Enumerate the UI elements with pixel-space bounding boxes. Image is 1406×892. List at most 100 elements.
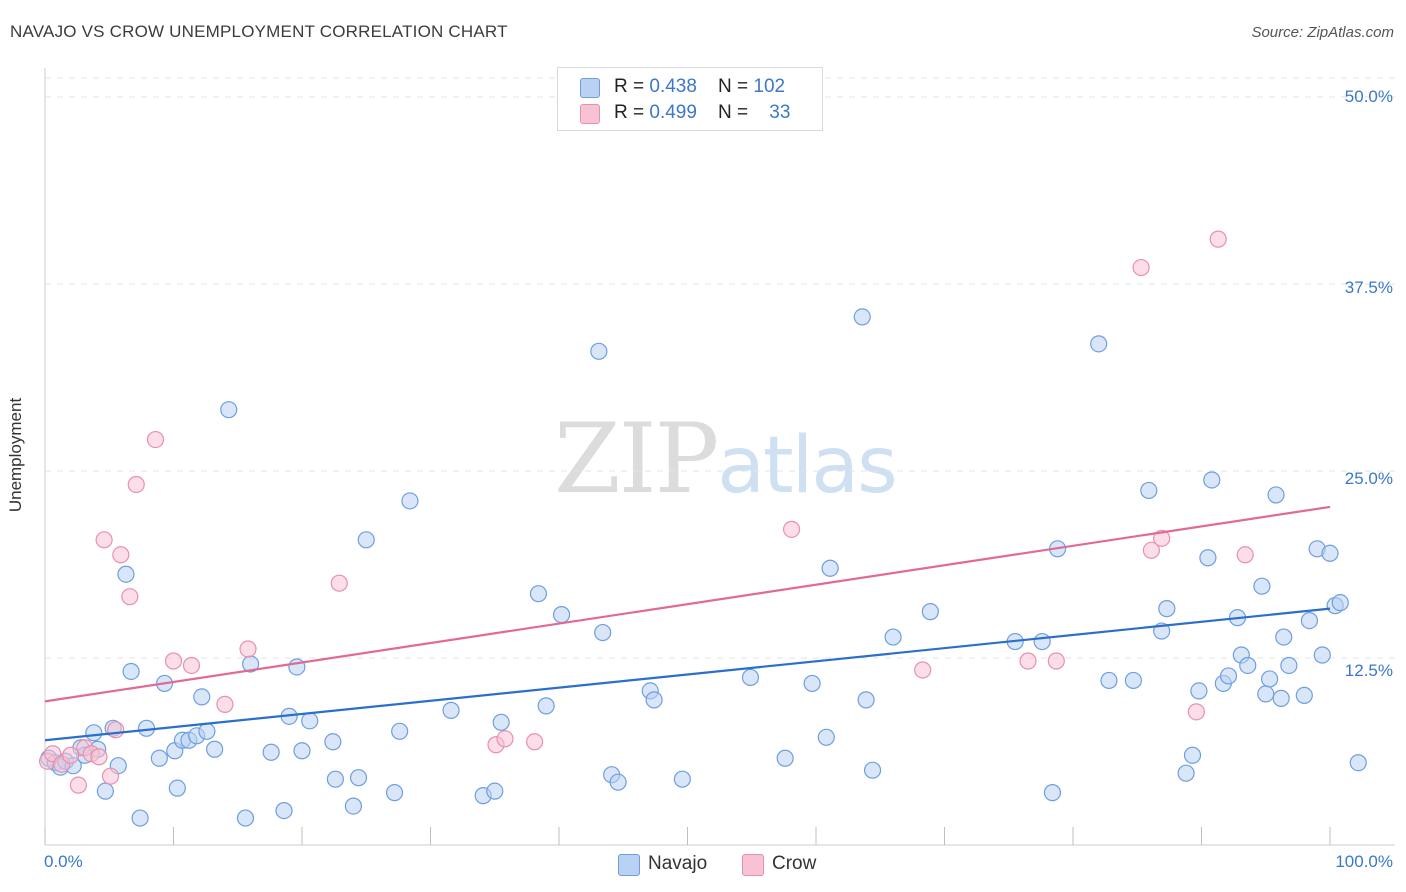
- navajo-point-49: [552, 606, 571, 624]
- series-legend: Navajo Crow: [0, 852, 1406, 878]
- navajo-point-56: [673, 770, 691, 788]
- navajo-point-97: [1321, 544, 1339, 562]
- correlation-legend: R = 0.438 N = 102 R = 0.499 N = 33: [557, 67, 823, 131]
- navajo-point-89: [1261, 670, 1279, 688]
- crow-point-22: [525, 733, 544, 751]
- crow-point-25: [1019, 652, 1037, 670]
- navajo-point-92: [1280, 656, 1298, 675]
- navajo-point-91: [1275, 628, 1293, 646]
- crow-point-17: [216, 695, 234, 713]
- navajo-point-27: [236, 809, 255, 827]
- navajo-point-14: [131, 809, 149, 827]
- navajo-point-34: [301, 712, 319, 730]
- navajo-point-94: [1300, 611, 1319, 630]
- navajo-point-30: [275, 801, 293, 820]
- crow-trend-line: [44, 505, 1331, 703]
- navajo-point-64: [863, 761, 882, 779]
- crow-point-32: [1236, 546, 1254, 564]
- navajo-n-label: N =: [718, 76, 754, 97]
- crow-point-24: [914, 661, 932, 679]
- navajo-point-58: [776, 749, 794, 767]
- navajo-point-45: [486, 782, 504, 800]
- navajo-point-16: [150, 749, 168, 767]
- crow-point-18: [239, 640, 257, 658]
- navajo-point-24: [198, 722, 216, 740]
- navajo-point-62: [853, 308, 871, 326]
- crow-point-3: [62, 746, 80, 764]
- watermark-atlas: atlas: [717, 421, 897, 511]
- crow-r-value: 0.499: [649, 102, 697, 123]
- navajo-point-55: [645, 691, 663, 709]
- crow-n-label: N =: [718, 102, 754, 123]
- navajo-point-47: [529, 585, 548, 603]
- navajo-point-99: [1331, 594, 1349, 612]
- navajo-point-93: [1295, 686, 1313, 705]
- navajo-point-80: [1199, 549, 1217, 567]
- navajo-point-26: [220, 401, 238, 419]
- navajo-point-43: [442, 701, 460, 719]
- crow-point-29: [1153, 529, 1171, 547]
- navajo-point-59: [803, 674, 821, 693]
- source-label: Source: ZipAtlas.com: [1251, 24, 1394, 41]
- crow-point-26: [1047, 652, 1065, 670]
- crow-r-label: R =: [614, 102, 650, 123]
- crow-point-21: [496, 730, 514, 748]
- navajo-r-value: 0.438: [649, 76, 697, 97]
- navajo-point-9: [96, 782, 114, 800]
- navajo-point-74: [1140, 481, 1158, 500]
- navajo-point-33: [293, 742, 311, 760]
- crow-point-4: [69, 776, 88, 794]
- navajo-swatch: [580, 78, 600, 98]
- navajo-point-19: [168, 779, 186, 797]
- navajo-point-51: [594, 623, 612, 642]
- navajo-point-72: [1100, 671, 1118, 690]
- crow-swatch: [580, 104, 600, 124]
- crow-n-value: 33: [769, 102, 791, 123]
- navajo-point-23: [193, 688, 211, 706]
- navajo-point-35: [324, 733, 342, 751]
- watermark-logo: ZIPatlas: [554, 403, 898, 515]
- y-tick-label-25: 25.0%: [1344, 469, 1393, 488]
- navajo-point-101: [1349, 754, 1367, 772]
- navajo-r-label: R =: [614, 76, 650, 97]
- navajo-point-81: [1203, 471, 1221, 489]
- crow-point-9: [101, 767, 120, 785]
- navajo-point-29: [262, 743, 280, 761]
- navajo-point-40: [385, 784, 404, 802]
- crow-point-30: [1187, 703, 1205, 721]
- chart-title: NAVAJO VS CROW UNEMPLOYMENT CORRELATION …: [10, 22, 508, 41]
- navajo-point-86: [1239, 656, 1257, 675]
- navajo-point-61: [821, 559, 839, 577]
- y-tick-label-50: 50.0%: [1344, 87, 1393, 106]
- crow-point-16: [182, 656, 201, 675]
- crow-point-15: [164, 652, 183, 670]
- navajo-point-73: [1124, 671, 1142, 690]
- crow-point-31: [1209, 230, 1227, 248]
- crow-point-11: [112, 546, 130, 564]
- crow-point-14: [146, 430, 165, 449]
- navajo-point-65: [884, 628, 902, 646]
- y-axis-label: Unemployment: [6, 397, 25, 513]
- navajo-point-37: [344, 797, 362, 815]
- crow-point-10: [107, 721, 125, 739]
- navajo-point-25: [206, 740, 224, 758]
- navajo-point-71: [1090, 335, 1108, 353]
- crow-point-23: [782, 520, 801, 538]
- watermark-zip: ZIP: [554, 403, 719, 515]
- crow-point-12: [121, 588, 139, 606]
- navajo-point-46: [492, 713, 510, 731]
- navajo-point-66: [921, 603, 939, 621]
- navajo-point-38: [349, 769, 368, 787]
- crow-point-19: [330, 574, 348, 592]
- navajo-point-42: [401, 492, 419, 510]
- navajo-point-100: [1272, 689, 1290, 707]
- navajo-point-12: [117, 565, 135, 583]
- navajo-point-87: [1253, 577, 1271, 595]
- crow-point-13: [127, 475, 145, 494]
- navajo-point-96: [1313, 646, 1331, 664]
- crow-point-27: [1132, 258, 1150, 277]
- crow-point-8: [95, 531, 113, 549]
- navajo-point-83: [1219, 667, 1238, 685]
- navajo-point-7: [85, 724, 103, 742]
